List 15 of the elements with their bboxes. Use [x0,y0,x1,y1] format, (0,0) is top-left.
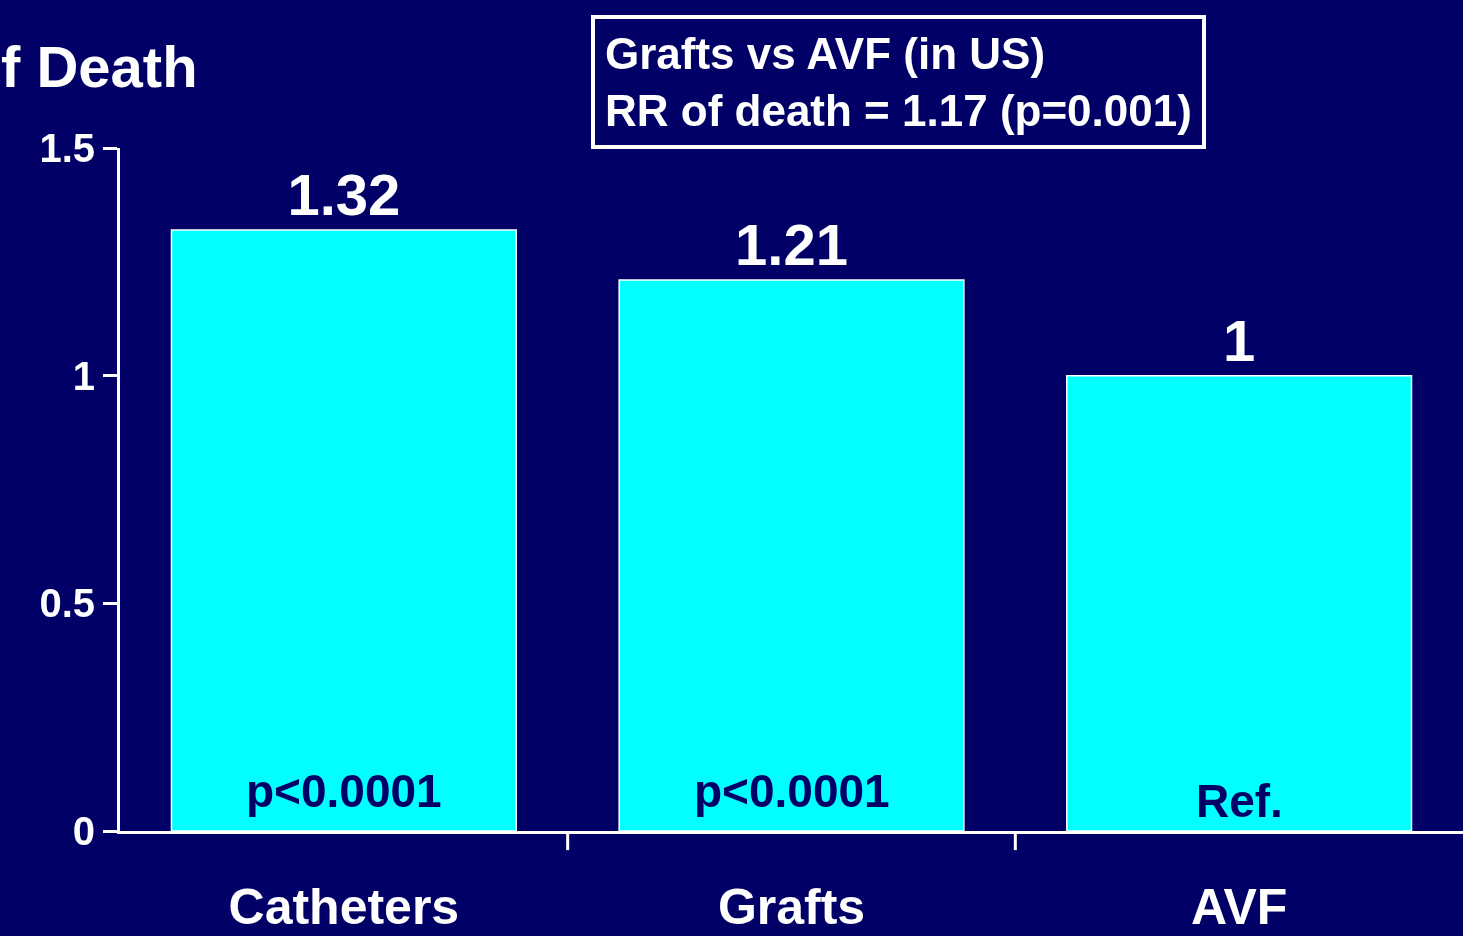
data-label: 1 [1223,307,1256,373]
x-tick-label: Grafts [717,879,866,935]
y-tick-label: 1 [72,353,95,398]
data-label: 1.21 [735,212,848,278]
data-label: 1.32 [287,161,401,227]
x-tick-label: Catheters [228,879,460,935]
y-tick-label: 0.5 [39,581,95,626]
chart-title: f Death [1,34,198,99]
text: Grafts vs AVF (in US) RR of death = 1.17 (p=0.001) [605,29,1192,136]
x-tick-label: AVF [1191,879,1288,935]
annotation: Ref. [1196,775,1283,827]
annotation: p<0.0001 [246,765,442,817]
y-tick-label: 0 [72,809,95,853]
annotation: p<0.0001 [694,765,890,817]
y-tick-label: 1.5 [39,126,95,170]
